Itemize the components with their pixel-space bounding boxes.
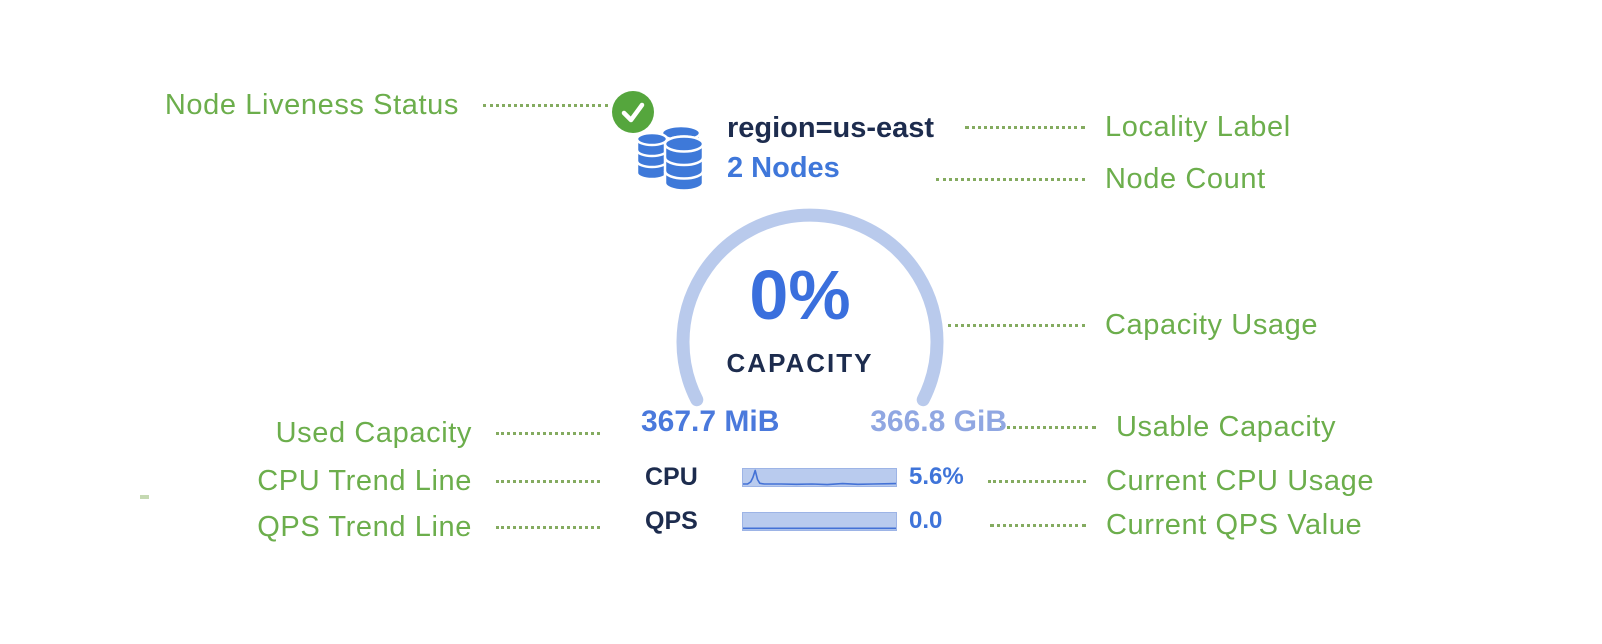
capacity-values-row: 367.7 MiB 366.8 GiB <box>641 404 1007 440</box>
annotation-label: Current QPS Value <box>1106 509 1363 541</box>
annotation-label: Used Capacity <box>275 417 472 449</box>
capacity-usage-percent: 0% <box>749 256 851 334</box>
cpu-label: CPU <box>645 462 698 491</box>
leader-line <box>988 479 1086 483</box>
annotation-cpu-trend: CPU Trend Line <box>160 464 600 498</box>
cpu-trend-sparkline <box>742 467 897 487</box>
annotation-capacity-usage: Capacity Usage <box>948 308 1318 342</box>
annotation-label: CPU Trend Line <box>257 465 472 497</box>
leader-line <box>1000 425 1096 429</box>
annotation-label: Capacity Usage <box>1105 309 1319 341</box>
annotation-label: Usable Capacity <box>1116 411 1337 443</box>
leader-line <box>496 525 600 529</box>
cpu-current-value: 5.6% <box>909 463 964 490</box>
annotation-current-qps: Current QPS Value <box>990 508 1362 542</box>
annotation-label: Locality Label <box>1105 111 1291 143</box>
qps-trend-sparkline <box>742 511 897 531</box>
leader-line <box>948 323 1085 327</box>
leader-line <box>965 125 1085 129</box>
capacity-gauge-text: 0% CAPACITY <box>660 202 940 378</box>
leader-line <box>990 523 1086 527</box>
annotation-qps-trend: QPS Trend Line <box>160 510 600 544</box>
annotation-current-cpu: Current CPU Usage <box>988 464 1374 498</box>
annotation-used-capacity: Used Capacity <box>160 416 600 450</box>
leader-line <box>496 431 600 435</box>
database-stack-icon <box>633 121 717 210</box>
node-count: 2 Nodes <box>727 152 840 184</box>
annotation-node-liveness: Node Liveness Status <box>158 88 608 122</box>
annotation-label: Node Count <box>1105 163 1266 195</box>
annotation-label: Current CPU Usage <box>1106 465 1375 497</box>
qps-metric-row: QPS 0.0 <box>645 506 942 536</box>
node-liveness-check-icon <box>612 91 654 133</box>
annotation-label: QPS Trend Line <box>257 511 472 543</box>
annotation-usable-capacity: Usable Capacity <box>1000 410 1336 444</box>
qps-label: QPS <box>645 506 698 535</box>
leader-line <box>496 479 600 483</box>
leader-line <box>483 103 608 107</box>
locality-label: region=us-east <box>727 112 935 144</box>
leader-line <box>936 177 1085 181</box>
annotation-locality-label: Locality Label <box>965 110 1291 144</box>
annotation-node-count: Node Count <box>936 162 1266 196</box>
cpu-metric-row: CPU 5.6% <box>645 462 964 492</box>
annotation-label: Node Liveness Status <box>164 89 459 121</box>
qps-current-value: 0.0 <box>909 507 943 534</box>
used-capacity-value: 367.7 MiB <box>641 405 780 438</box>
usable-capacity-value: 366.8 GiB <box>870 405 1007 438</box>
stray-mark <box>140 495 149 499</box>
capacity-gauge-arc <box>676 208 944 407</box>
capacity-caption: CAPACITY <box>726 348 874 378</box>
